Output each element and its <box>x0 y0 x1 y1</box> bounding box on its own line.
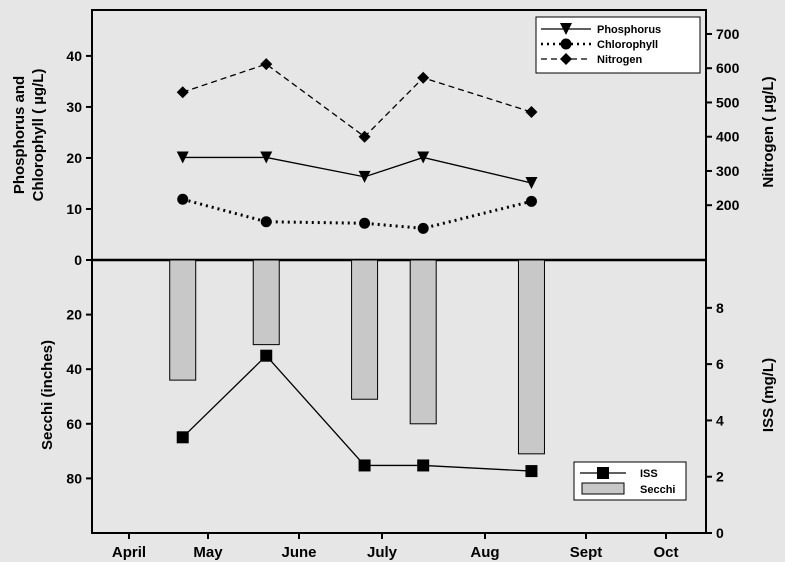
bottom-right-tick-label: 8 <box>716 300 724 316</box>
bottom-left-tick-label: 60 <box>66 416 82 432</box>
top-left-tick-label: 10 <box>66 201 82 217</box>
x-tick-label: Oct <box>653 544 678 561</box>
top-left-tick-label: 40 <box>66 48 82 64</box>
phosphorus-point <box>176 151 189 164</box>
nitrogen-point <box>358 130 371 143</box>
bottom-right-axis-label: ISS (mg/L) <box>760 358 777 432</box>
nitrogen-point <box>176 86 189 99</box>
secchi-bar <box>351 259 379 400</box>
bottom-left-tick-label: 80 <box>66 470 82 486</box>
secchi-bar <box>517 259 545 455</box>
bottom-left-tick-label: 40 <box>66 361 82 377</box>
bottom-legend: ISS Secchi <box>573 461 687 501</box>
top-right-tick-label: 300 <box>716 163 740 179</box>
top-legend-label: Chlorophyll <box>597 39 658 51</box>
chlorophyll-point <box>359 217 371 229</box>
phosphorus-point <box>417 151 430 164</box>
secchi-bar <box>409 259 437 425</box>
x-tick-label: June <box>281 544 316 561</box>
top-legend-label: Phosphorus <box>597 24 661 36</box>
top-left-tick-label: 30 <box>66 99 82 115</box>
top-right-tick-label: 200 <box>716 197 740 213</box>
top-right-axis-label: Nitrogen ( µg/L) <box>760 76 777 187</box>
phosphorus-point <box>358 170 371 183</box>
bottom-left-axis-label: Secchi (inches) <box>39 340 56 450</box>
iss-point <box>525 465 538 478</box>
bottom-legend-swatch <box>581 482 625 495</box>
phosphorus-point <box>525 176 538 189</box>
nitrogen-point <box>525 106 538 119</box>
top-right-tick-label: 700 <box>716 26 740 42</box>
iss-point <box>358 459 371 472</box>
top-legend-marker <box>560 23 572 35</box>
x-tick-label: Sept <box>570 544 603 561</box>
x-tick-label: April <box>112 544 146 561</box>
secchi-bar <box>252 259 280 346</box>
top-left-axis-label-line2: Chlorophyll ( µg/L) <box>30 69 47 202</box>
bottom-left-tick-label: 0 <box>74 252 82 268</box>
iss-point <box>260 349 273 362</box>
chlorophyll-point <box>260 216 272 228</box>
bottom-right-tick-label: 4 <box>716 412 724 428</box>
top-right-tick-label: 500 <box>716 94 740 110</box>
bottom-legend-label: ISS <box>640 468 658 480</box>
top-legend-marker <box>560 53 572 65</box>
bottom-right-tick-label: 6 <box>716 356 724 372</box>
bottom-legend-marker <box>597 467 609 479</box>
phosphorus-point <box>260 151 273 164</box>
chlorophyll-point <box>417 222 429 234</box>
nitrogen-point <box>417 71 430 84</box>
top-legend-label: Nitrogen <box>597 54 643 66</box>
bottom-right-tick-label: 2 <box>716 469 724 485</box>
nitrogen-point <box>260 58 273 71</box>
top-legend-marker <box>560 38 572 50</box>
bottom-left-tick-label: 20 <box>66 307 82 323</box>
top-left-tick-label: 20 <box>66 150 82 166</box>
top-legend: Phosphorus Chlorophyll Nitrogen <box>535 16 701 74</box>
top-right-tick-label: 600 <box>716 60 740 76</box>
x-tick-label: May <box>193 544 223 561</box>
x-tick-label: July <box>367 544 398 561</box>
secchi-bar <box>169 259 197 381</box>
iss-point <box>417 459 430 472</box>
iss-point <box>176 431 189 444</box>
top-right-tick-label: 400 <box>716 129 740 145</box>
bottom-right-tick-label: 0 <box>716 525 724 541</box>
x-tick-label: Aug <box>470 544 499 561</box>
top-left-axis-label-line1: Phosphorus and <box>11 76 28 194</box>
bottom-legend-label: Secchi <box>640 484 675 496</box>
chlorophyll-point <box>525 195 537 207</box>
chlorophyll-point <box>177 193 189 205</box>
